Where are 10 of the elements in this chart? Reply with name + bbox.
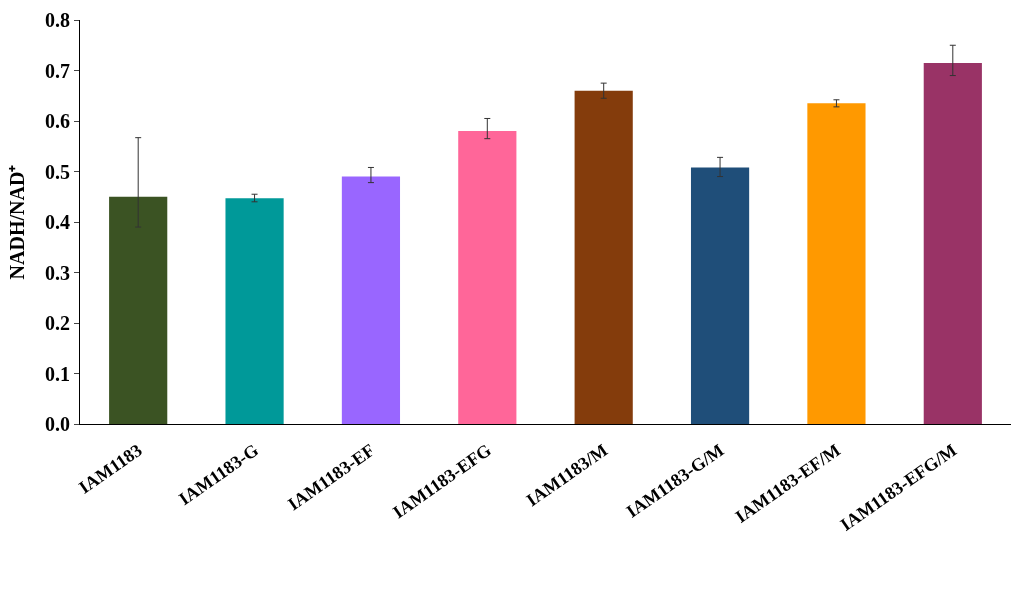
y-tick-label: 0.3 bbox=[45, 261, 70, 284]
y-tick-label: 0.1 bbox=[45, 362, 70, 385]
y-tick-label: 0.4 bbox=[45, 211, 70, 233]
y-tick-label: 0.6 bbox=[45, 110, 70, 132]
y-axis-title: NADH/NAD⁺ bbox=[5, 164, 28, 280]
y-tick-label: 0.7 bbox=[45, 59, 70, 82]
y-tick-label: 0.2 bbox=[45, 312, 70, 334]
y-tick-label: 0.8 bbox=[45, 9, 70, 31]
y-tick-label: 0.5 bbox=[45, 160, 70, 183]
y-tick-label: 0.0 bbox=[45, 413, 70, 435]
